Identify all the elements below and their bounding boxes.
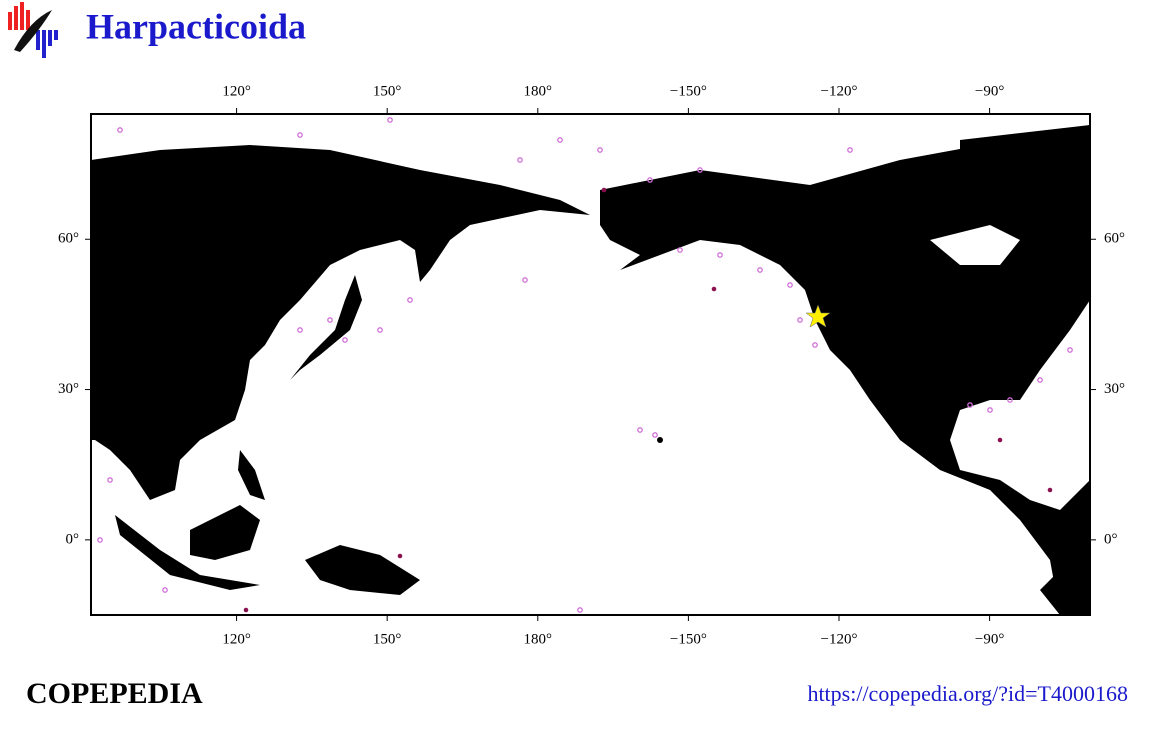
y-tick-label: 30° <box>58 381 79 397</box>
x-tick-label: −90° <box>975 83 1004 99</box>
x-tick-label: −150° <box>670 83 707 99</box>
y-tick-label: 0° <box>66 531 80 547</box>
occurrences <box>97 117 1073 613</box>
brand: COPEPEDIA <box>26 677 203 710</box>
title: Harpacticoida <box>86 6 306 46</box>
x-tick-label: 180° <box>524 83 553 99</box>
x-tick-label: 180° <box>524 631 553 647</box>
url[interactable]: https://copepedia.org/?id=T4000168 <box>807 681 1128 706</box>
occurrences-dark <box>243 187 1053 613</box>
x-tick-label: −120° <box>821 631 858 647</box>
map <box>90 113 1091 616</box>
y-tick-label: 30° <box>1104 381 1125 397</box>
logo <box>8 2 58 58</box>
type-locality-star <box>805 304 831 328</box>
x-tick-label: 150° <box>373 631 402 647</box>
y-tick-label: 60° <box>1104 231 1125 247</box>
x-tick-label: −90° <box>975 631 1004 647</box>
y-tick-label: 60° <box>58 231 79 247</box>
land <box>91 125 1090 615</box>
y-tick-label: 0° <box>1104 531 1118 547</box>
x-tick-label: −150° <box>670 631 707 647</box>
x-tick-label: 120° <box>222 631 251 647</box>
x-tick-label: 120° <box>222 83 251 99</box>
frame <box>90 113 1091 616</box>
x-tick-label: −120° <box>821 83 858 99</box>
x-tick-label: 150° <box>373 83 402 99</box>
